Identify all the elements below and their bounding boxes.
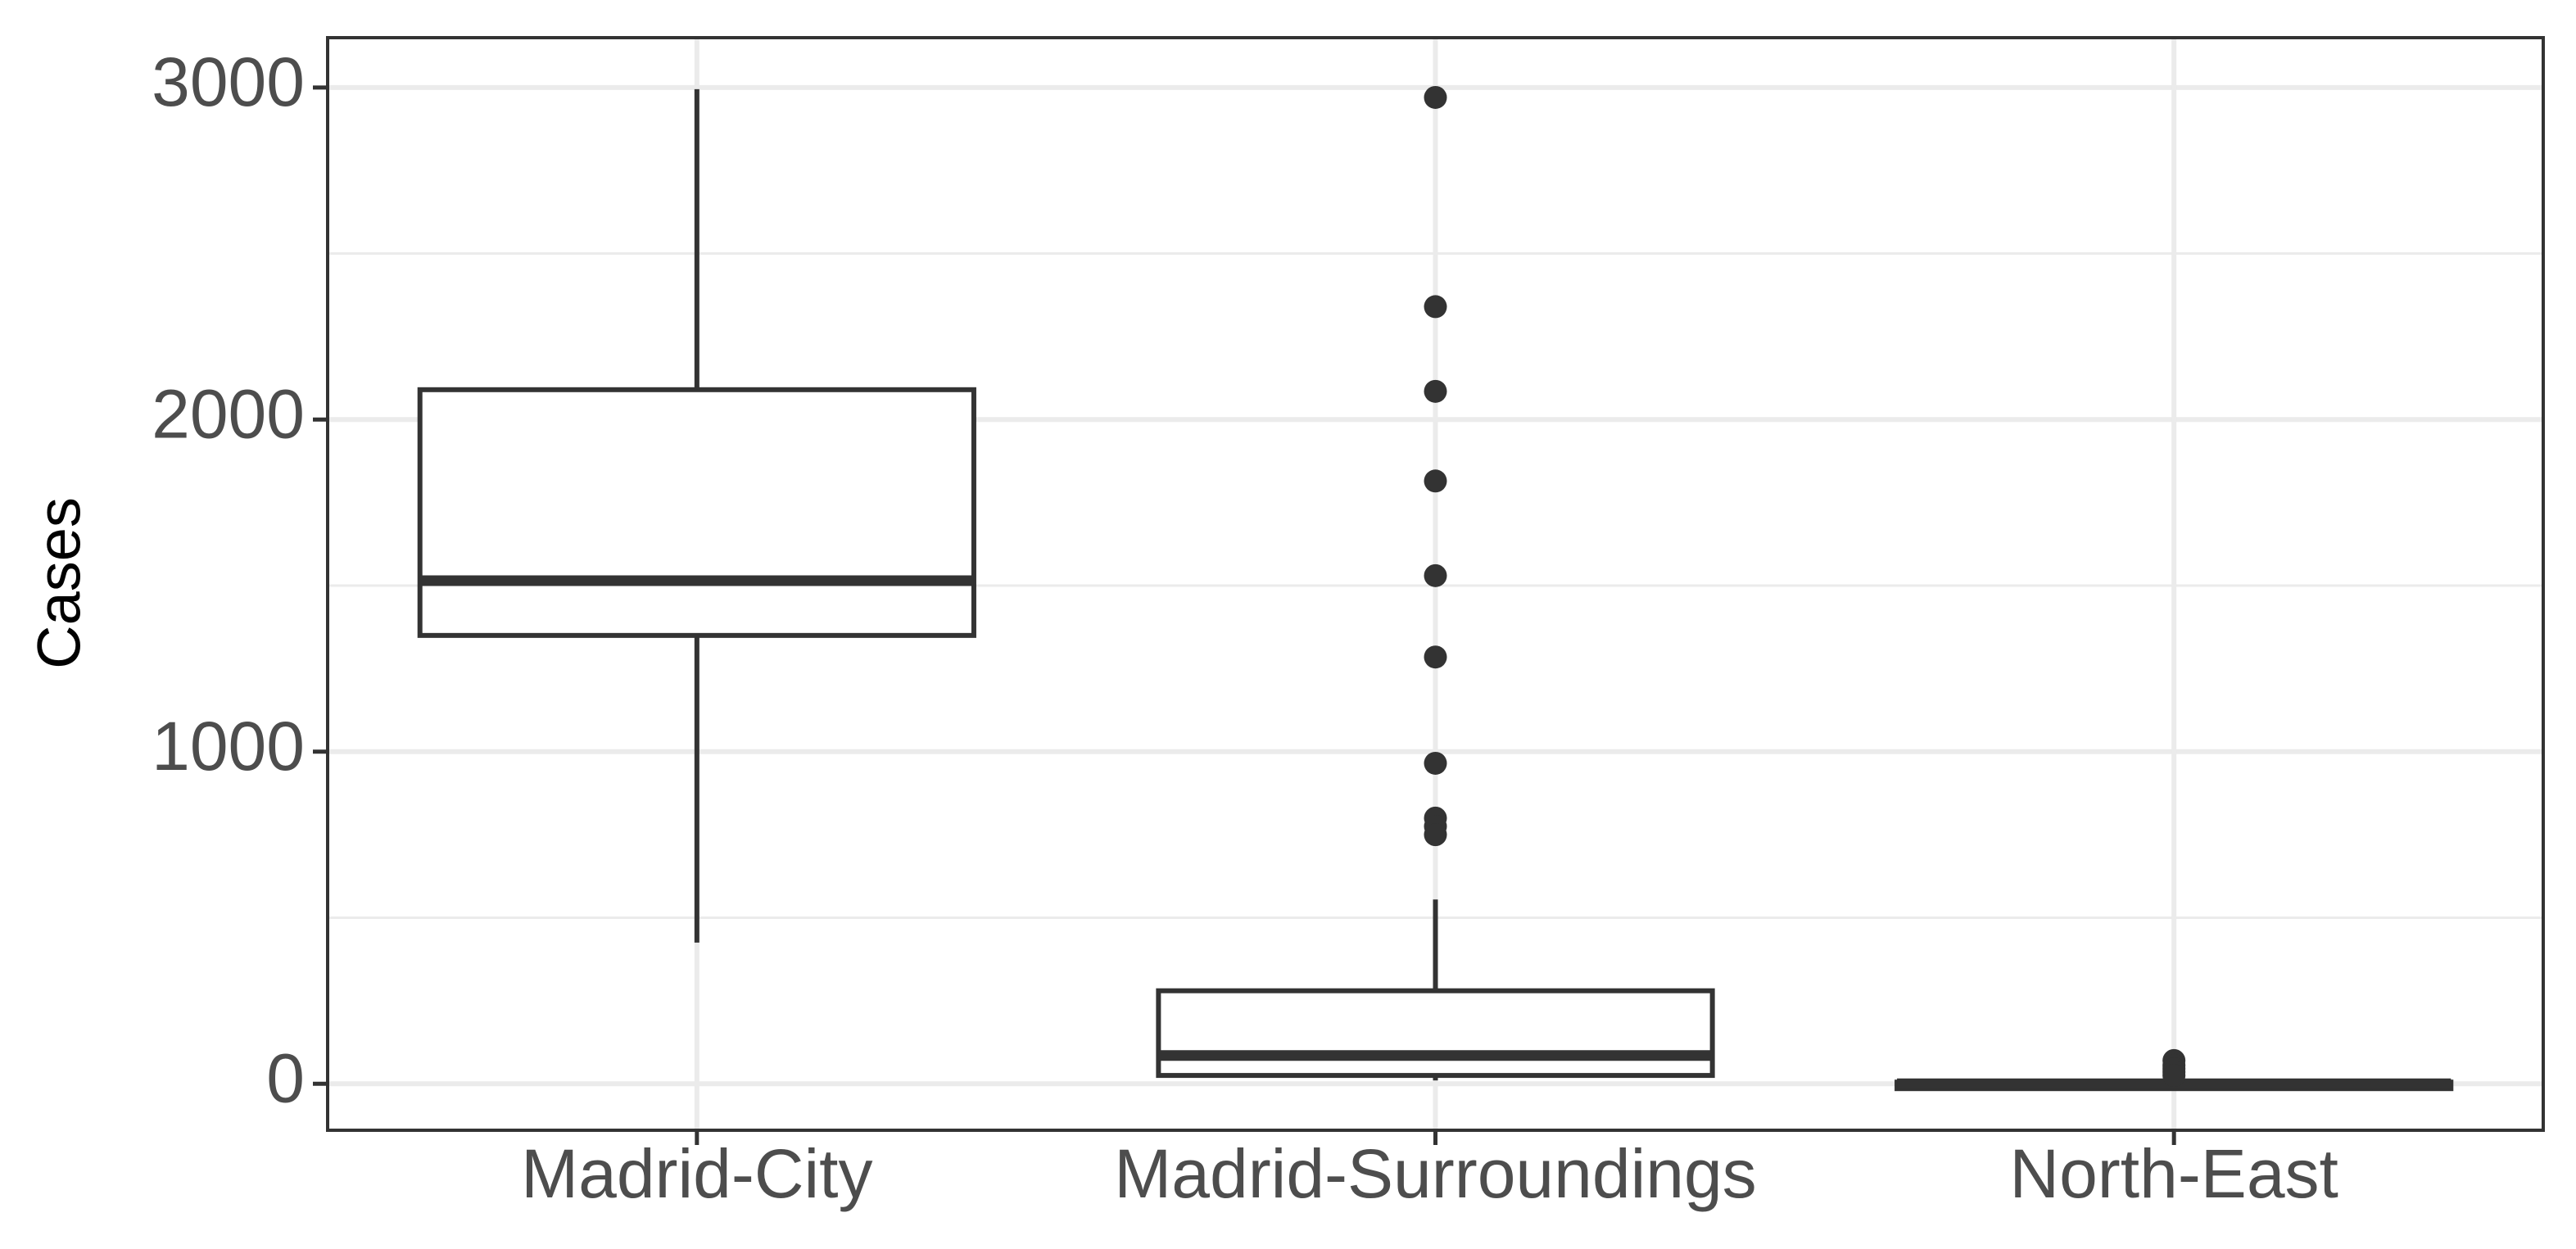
box-group-madrid-surroundings bbox=[1156, 85, 1715, 1081]
outlier-point bbox=[1424, 85, 1447, 109]
outlier-point bbox=[1424, 823, 1447, 847]
y-tick-label-3000: 3000 bbox=[152, 43, 305, 120]
y-tick-label-1000: 1000 bbox=[152, 708, 305, 785]
outlier-point bbox=[1424, 295, 1447, 319]
box-iqr bbox=[417, 387, 976, 638]
y-axis-title: Cases bbox=[25, 497, 93, 669]
axes: 0 1000 2000 3000 Madrid-City Madrid-Surroundi… bbox=[152, 43, 2338, 1212]
outlier-point bbox=[1424, 563, 1447, 587]
outlier-point bbox=[1424, 751, 1447, 775]
x-tick-label-madrid-surroundings: Madrid-Surroundings bbox=[1114, 1135, 1756, 1212]
box-group-north-east bbox=[1895, 1048, 2454, 1092]
outlier-point bbox=[1424, 379, 1447, 403]
y-tick-label-0: 0 bbox=[266, 1039, 305, 1116]
x-tick-label-north-east: North-East bbox=[2009, 1135, 2338, 1212]
y-tick-label-2000: 2000 bbox=[152, 375, 305, 452]
x-tick-label-madrid-city: Madrid-City bbox=[521, 1135, 872, 1212]
box-iqr bbox=[1156, 988, 1715, 1079]
outlier-point bbox=[2162, 1064, 2186, 1088]
box-marks bbox=[417, 85, 2454, 1092]
outlier-point bbox=[1424, 469, 1447, 493]
outlier-point bbox=[1424, 645, 1447, 669]
box-group-madrid-city bbox=[417, 88, 976, 943]
